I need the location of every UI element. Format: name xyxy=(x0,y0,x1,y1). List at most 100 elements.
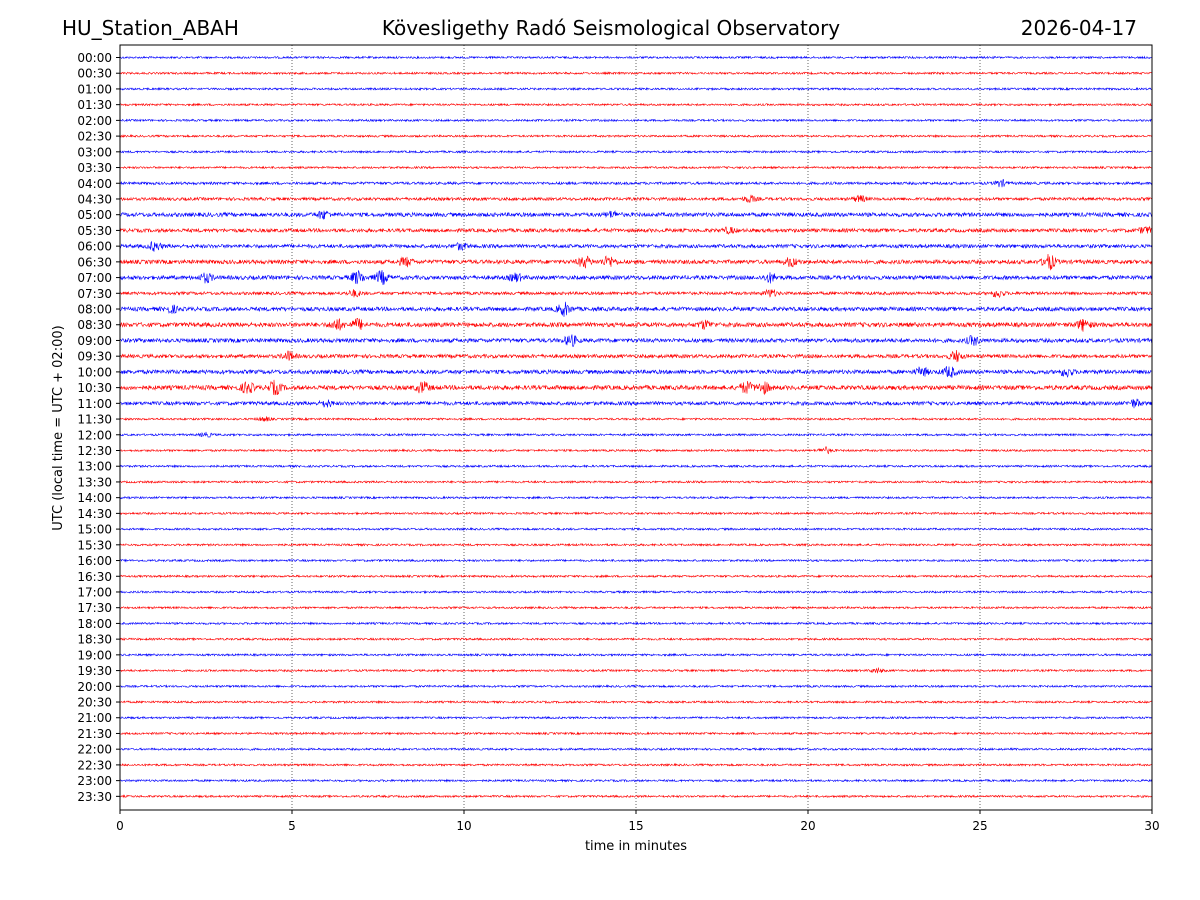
y-tick-label: 18:30 xyxy=(77,633,112,647)
trace-2300 xyxy=(120,778,1152,783)
trace-0030 xyxy=(120,71,1152,76)
y-tick-label: 05:30 xyxy=(77,224,112,238)
trace-1300 xyxy=(120,464,1152,469)
y-tick-label: 01:30 xyxy=(77,98,112,112)
y-tick-label: 18:00 xyxy=(77,617,112,631)
y-tick-label: 02:30 xyxy=(77,130,112,144)
trace-1200 xyxy=(120,431,1152,438)
y-tick-label: 10:30 xyxy=(77,381,112,395)
trace-0930 xyxy=(120,349,1152,363)
trace-0430 xyxy=(120,194,1152,203)
y-tick-label: 17:30 xyxy=(77,601,112,615)
trace-0830 xyxy=(120,317,1152,332)
record-date: 2026-04-17 xyxy=(1020,16,1137,40)
trace-0630 xyxy=(120,253,1152,271)
trace-1400 xyxy=(120,495,1152,500)
trace-0300 xyxy=(120,149,1152,154)
station-name: HU_Station_ABAH xyxy=(62,16,239,40)
trace-1100 xyxy=(120,398,1152,409)
trace-0130 xyxy=(120,102,1152,107)
x-tick-label: 30 xyxy=(1144,819,1159,833)
y-axis-label: UTC (local time = UTC + 02:00) xyxy=(51,325,66,530)
y-tick-label: 13:00 xyxy=(77,460,112,474)
trace-0330 xyxy=(120,165,1152,170)
y-tick-label: 01:00 xyxy=(77,82,112,96)
trace-0530 xyxy=(120,225,1152,235)
y-tick-label: 21:30 xyxy=(77,727,112,741)
trace-1230 xyxy=(120,446,1152,455)
y-tick-label: 14:00 xyxy=(77,491,112,505)
trace-0600 xyxy=(120,240,1152,252)
y-tick-label: 04:30 xyxy=(77,192,112,206)
y-tick-label: 09:00 xyxy=(77,334,112,348)
y-tick-label: 07:30 xyxy=(77,287,112,301)
trace-1130 xyxy=(120,416,1152,422)
x-tick-label: 15 xyxy=(628,819,643,833)
y-tick-label: 00:30 xyxy=(77,67,112,81)
x-tick-label: 10 xyxy=(456,819,471,833)
y-tick-label: 20:00 xyxy=(77,680,112,694)
y-tick-label: 17:00 xyxy=(77,585,112,599)
y-tick-label: 16:30 xyxy=(77,570,112,584)
y-tick-label: 06:00 xyxy=(77,240,112,254)
trace-2230 xyxy=(120,762,1152,767)
trace-0100 xyxy=(120,86,1152,92)
x-axis-label: time in minutes xyxy=(585,839,687,854)
y-tick-label: 05:00 xyxy=(77,208,112,222)
y-tick-label: 21:00 xyxy=(77,711,112,725)
y-tick-label: 12:00 xyxy=(77,428,112,442)
trace-1330 xyxy=(120,479,1152,484)
x-tick-label: 5 xyxy=(288,819,296,833)
trace-1700 xyxy=(120,589,1152,595)
x-tick-label: 20 xyxy=(800,819,815,833)
observatory-title: Kövesligethy Radó Seismological Observat… xyxy=(381,16,841,40)
y-tick-label: 08:00 xyxy=(77,303,112,317)
y-tick-label: 13:30 xyxy=(77,475,112,489)
trace-1830 xyxy=(120,637,1152,642)
trace-1930 xyxy=(120,666,1152,674)
y-tick-label: 15:30 xyxy=(77,538,112,552)
y-tick-label: 00:00 xyxy=(77,51,112,65)
y-tick-label: 19:00 xyxy=(77,648,112,662)
trace-1030 xyxy=(120,379,1152,396)
trace-2100 xyxy=(120,715,1152,720)
trace-1730 xyxy=(120,605,1152,610)
trace-1530 xyxy=(120,542,1152,547)
y-tick-label: 20:30 xyxy=(77,696,112,710)
trace-1500 xyxy=(120,526,1152,532)
trace-0400 xyxy=(120,179,1152,188)
trace-0700 xyxy=(120,270,1152,286)
trace-2130 xyxy=(120,731,1152,736)
y-tick-label: 07:00 xyxy=(77,271,112,285)
y-tick-label: 19:30 xyxy=(77,664,112,678)
y-tick-label: 09:30 xyxy=(77,350,112,364)
trace-2200 xyxy=(120,747,1152,752)
y-tick-label: 23:00 xyxy=(77,774,112,788)
y-tick-label: 14:30 xyxy=(77,507,112,521)
trace-0200 xyxy=(120,118,1152,123)
y-tick-label: 16:00 xyxy=(77,554,112,568)
y-tick-label: 11:00 xyxy=(77,397,112,411)
x-tick-label: 25 xyxy=(972,819,987,833)
x-tick-label: 0 xyxy=(116,819,124,833)
trace-1600 xyxy=(120,558,1152,563)
trace-0800 xyxy=(120,301,1152,317)
trace-2000 xyxy=(120,684,1152,689)
y-tick-label: 03:00 xyxy=(77,145,112,159)
y-tick-label: 22:30 xyxy=(77,758,112,772)
trace-1630 xyxy=(120,574,1152,579)
trace-2330 xyxy=(120,794,1152,799)
trace-0900 xyxy=(120,334,1152,347)
trace-2030 xyxy=(120,699,1152,705)
y-tick-label: 04:00 xyxy=(77,177,112,191)
y-tick-label: 08:30 xyxy=(77,318,112,332)
y-tick-label: 15:00 xyxy=(77,523,112,537)
y-tick-label: 23:30 xyxy=(77,790,112,804)
trace-1900 xyxy=(120,652,1152,657)
trace-0000 xyxy=(120,55,1152,60)
trace-1000 xyxy=(120,366,1152,378)
y-tick-label: 06:30 xyxy=(77,255,112,269)
y-tick-label: 22:00 xyxy=(77,743,112,757)
trace-0730 xyxy=(120,288,1152,299)
